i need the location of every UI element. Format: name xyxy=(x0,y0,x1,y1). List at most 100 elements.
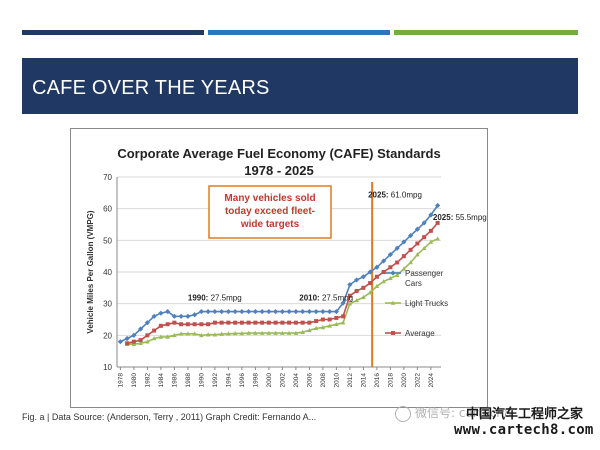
average-point xyxy=(260,320,265,325)
average-point xyxy=(219,320,224,325)
light-trucks-point xyxy=(280,330,285,335)
light-trucks-point xyxy=(293,330,299,335)
x-tick-label: 2012 xyxy=(347,373,354,388)
passenger-cars-point xyxy=(232,308,238,315)
average-point xyxy=(401,254,406,259)
light-trucks-point xyxy=(232,331,238,336)
passenger-cars-legend-label: Passenger Cars xyxy=(405,269,444,288)
average-point xyxy=(273,320,278,325)
x-tick-label: 1990 xyxy=(198,373,205,388)
passenger-cars-point xyxy=(327,308,333,315)
light-trucks-legend-marker xyxy=(390,300,396,305)
light-trucks-point xyxy=(138,340,143,346)
passenger-cars-point xyxy=(300,308,306,315)
average-point xyxy=(435,220,440,225)
average-point xyxy=(327,317,332,322)
passenger-cars-point xyxy=(313,308,319,315)
passenger-cars-point xyxy=(428,212,434,218)
average-point xyxy=(300,320,305,325)
cafe-chart: Corporate Average Fuel Economy (CAFE) St… xyxy=(70,128,488,408)
chart-title-line1: Corporate Average Fuel Economy (CAFE) St… xyxy=(117,146,441,161)
average-point xyxy=(415,241,420,246)
y-axis-label: Vehicle Miles Per Gallon (VMPG) xyxy=(86,210,95,333)
passenger-cars-point xyxy=(279,308,285,315)
passenger-cars-point xyxy=(394,245,400,251)
light-trucks-point xyxy=(334,321,339,327)
annotation-box-text: wide targets xyxy=(240,219,300,230)
light-trucks-point xyxy=(158,334,164,339)
light-trucks-point xyxy=(199,332,204,338)
average-point xyxy=(395,260,400,265)
y-tick-label: 40 xyxy=(103,268,112,277)
average-point xyxy=(253,320,258,325)
light-trucks-point xyxy=(354,298,359,303)
watermark-text: 微信号: cartech8 xyxy=(415,406,512,420)
x-tick-label: 1994 xyxy=(225,373,232,388)
average-point xyxy=(287,320,292,325)
x-tick-label: 2008 xyxy=(320,373,327,388)
x-tick-label: 2016 xyxy=(374,373,381,388)
light-trucks-point xyxy=(131,341,137,346)
x-tick-label: 1984 xyxy=(158,373,165,388)
average-point xyxy=(307,320,312,325)
passenger-cars-point xyxy=(266,308,272,315)
light-trucks-point xyxy=(428,239,434,244)
passenger-cars-point xyxy=(414,226,420,232)
chart-title-line2: 1978 - 2025 xyxy=(244,163,314,178)
light-trucks-point xyxy=(273,330,278,335)
slide-title: CAFE OVER THE YEARS xyxy=(32,77,270,99)
passenger-cars-point xyxy=(178,313,184,319)
y-tick-label: 10 xyxy=(103,363,112,372)
passenger-cars-point xyxy=(259,308,265,315)
x-tick-label: 1996 xyxy=(239,373,246,388)
average-point xyxy=(179,322,184,327)
light-trucks-point xyxy=(212,332,218,337)
brand-url: www.cartech8.com xyxy=(454,422,594,438)
average-point xyxy=(158,323,163,328)
passenger-cars-point xyxy=(273,308,279,315)
x-tick-label: 2004 xyxy=(293,373,300,388)
light-trucks-point xyxy=(286,330,292,335)
passenger-cars-point xyxy=(367,269,373,275)
light-trucks-point xyxy=(401,266,407,271)
y-tick-label: 30 xyxy=(103,300,112,309)
average-point xyxy=(368,281,373,286)
passenger-cars-point xyxy=(293,308,299,315)
light-trucks-point xyxy=(219,331,224,336)
light-trucks-point xyxy=(259,330,265,335)
light-trucks-point xyxy=(381,279,386,284)
passenger-cars-point xyxy=(246,308,252,315)
light-trucks-point xyxy=(415,252,420,257)
accent-bar-light xyxy=(394,30,578,35)
passenger-cars-point xyxy=(205,308,211,315)
y-tick-label: 60 xyxy=(103,205,112,214)
average-point xyxy=(422,235,427,240)
annotation-box-text: Many vehicles sold xyxy=(224,193,315,204)
average-point xyxy=(145,333,150,338)
passenger-cars-point xyxy=(286,308,292,315)
average-point xyxy=(388,265,393,270)
x-tick-label: 1978 xyxy=(117,373,124,388)
light-trucks-point xyxy=(205,332,211,337)
passenger-cars-point xyxy=(401,239,407,245)
light-trucks-point xyxy=(388,275,393,281)
x-tick-label: 2022 xyxy=(414,373,421,388)
passenger-cars-point xyxy=(225,308,231,315)
light-trucks-point xyxy=(307,327,312,333)
average-point xyxy=(226,320,231,325)
light-trucks-point xyxy=(361,294,366,300)
x-tick-label: 2002 xyxy=(279,373,286,388)
light-trucks-point xyxy=(192,331,197,336)
passenger-cars-point xyxy=(117,339,123,345)
average-point xyxy=(354,289,359,293)
passenger-cars-point xyxy=(421,220,427,226)
average-legend-marker xyxy=(391,331,395,335)
average-point xyxy=(334,315,339,320)
light-trucks-point xyxy=(374,283,380,289)
light-trucks-point xyxy=(367,290,373,295)
passenger-cars-point xyxy=(387,251,393,258)
average-point xyxy=(341,314,346,319)
average-point xyxy=(280,320,285,325)
light-trucks-point xyxy=(178,331,184,336)
light-trucks-point xyxy=(226,331,231,336)
